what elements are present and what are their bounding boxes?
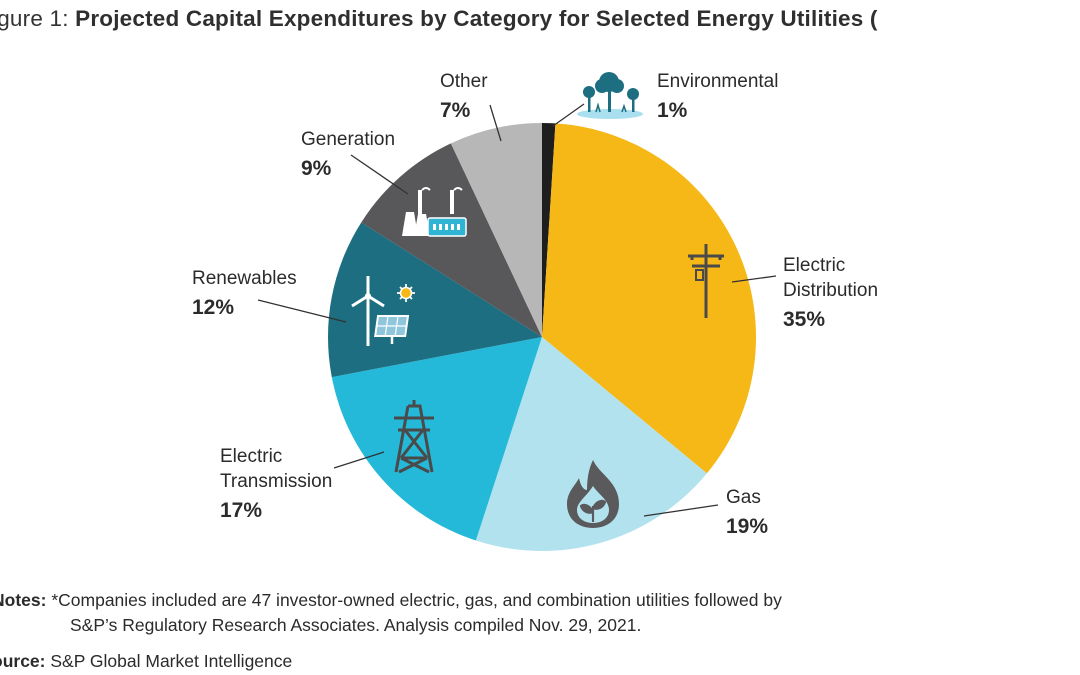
leader-line-environmental [552,103,585,127]
pie-slice-environmental [542,123,556,337]
slice-label-gas: Gas 19% [726,487,768,538]
notes-text-1: *Companies included are 47 investor-owne… [51,590,782,610]
pie-slice-generation [361,143,542,337]
figure-number: igure 1: [0,6,69,31]
leader-lines [257,103,777,517]
source-label: ource: [0,651,46,671]
slice-labels: Environmental 1% Electric Distribution 35% Ga… [192,71,878,538]
flame-icon [567,460,619,528]
slice-percent: 1% [657,99,688,122]
leader-line-other [489,104,502,142]
wind-solar-icon [351,276,415,346]
pie-chart: Environmental 1% Electric Distribution 35% Ga… [192,71,878,552]
leader-line-renewables [257,299,347,323]
slice-label-renewables: Renewables 12% [192,268,297,319]
chart-title: Projected Capital Expenditures by Catego… [75,6,878,31]
pie-slice-other [450,123,542,337]
notes-line-2: S&P’s Regulatory Research Associates. An… [70,615,642,635]
slice-percent: 35% [783,308,825,331]
pie-slice-electric-transmission [331,337,542,541]
pie-slice-gas [475,337,707,552]
slice-icons [351,72,724,528]
notes-line-1: Notes: *Companies included are 47 invest… [0,590,782,611]
slice-name: Distribution [783,280,878,301]
utility-pole-icon [688,244,724,318]
transmission-tower-icon [394,400,434,474]
slice-percent: 19% [726,515,768,538]
leader-line-electric-transmission [333,451,385,469]
leader-line-generation [350,154,409,195]
pie-slice-electric-distribution [542,123,757,474]
figure-title: igure 1: Projected Capital Expenditures … [0,6,878,32]
slice-label-electric-transmission: Electric Transmission 17% [220,446,332,522]
slice-label-generation: Generation 9% [301,129,395,180]
slice-label-electric-distribution: Electric Distribution 35% [783,255,878,331]
slice-name: Other [440,71,488,92]
slice-name: Renewables [192,268,297,289]
slice-percent: 12% [192,296,234,319]
leader-line-gas [643,504,719,517]
slice-name: Generation [301,129,395,150]
slice-label-other: Other 7% [440,71,488,122]
pie-slice-renewables [327,222,542,378]
slice-percent: 9% [301,157,332,180]
power-plant-icon [402,187,467,237]
slice-label-environmental: Environmental 1% [657,71,778,122]
leader-line-electric-distribution [731,275,777,283]
slice-percent: 17% [220,499,262,522]
trees-icon [577,72,643,119]
slice-name: Gas [726,487,761,508]
slice-name: Transmission [220,471,332,492]
notes-label: Notes: [0,590,47,610]
slice-name: Environmental [657,71,778,92]
slice-name: Electric [783,255,845,276]
source-line: ource: S&P Global Market Intelligence [0,651,292,672]
source-text: S&P Global Market Intelligence [50,651,293,671]
pie-slices [327,123,757,552]
slice-percent: 7% [440,99,471,122]
slice-name: Electric [220,446,282,467]
